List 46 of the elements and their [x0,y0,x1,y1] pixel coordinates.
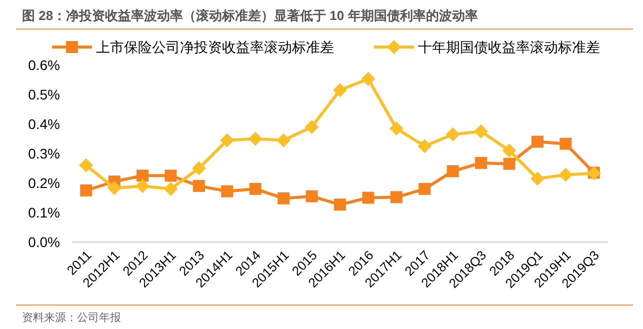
point [334,198,346,211]
point [502,144,516,158]
point [389,121,404,136]
title: 图 28：净投资收益率波动率（滚动标准差）显著低于 10 年期国债利率的波动率 [22,8,478,23]
annotation: 资料来源：公司年报 [22,312,121,324]
point [558,168,573,182]
point [362,192,374,204]
point [164,170,177,182]
point [249,182,262,195]
point [531,136,544,148]
point [530,172,544,186]
point [278,192,290,204]
y-tick-label: 0.5% [28,86,60,102]
point [446,127,460,142]
y-tick-label: 0.6% [28,57,60,73]
point [136,178,150,193]
point [390,191,402,204]
y-tick-label: 0.1% [28,204,60,220]
y-tick-label: 0.3% [28,146,60,162]
point [560,138,572,150]
legend-label: 上市保险公司净投资收益率滚动标准差 [96,39,334,55]
point [192,180,205,192]
point [221,185,234,198]
point [107,181,122,196]
point [446,165,459,178]
point [220,133,234,148]
point [79,158,94,172]
point [306,190,318,202]
legend-label: 十年期国债收益率滚动标准差 [418,39,600,55]
point [304,120,319,134]
point [248,132,262,146]
point [503,158,516,170]
point [418,182,431,195]
point [192,161,206,176]
point [474,124,488,138]
y-tick-label: 0.4% [28,116,60,132]
point [418,139,432,154]
y-tick-label: 0.2% [28,175,60,191]
y-tick-label: 0.0% [28,234,60,250]
point [80,184,92,196]
point [164,182,178,196]
point [361,72,376,86]
point [276,133,291,148]
point [136,170,149,182]
point [475,156,488,169]
point [333,83,347,98]
